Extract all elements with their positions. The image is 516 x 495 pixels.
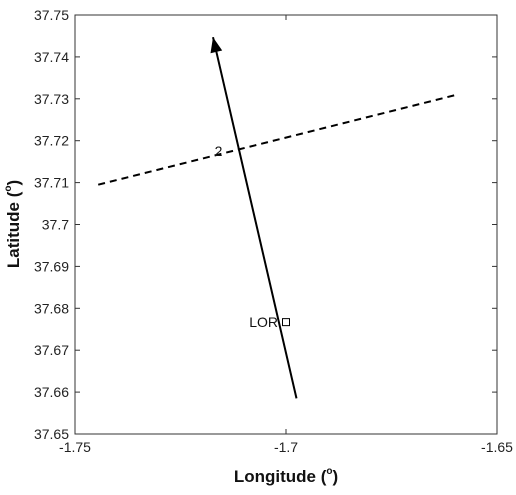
y-tick-label: 37.68: [34, 300, 69, 316]
marker-layer: LOR 2: [215, 143, 290, 330]
ticks-layer: -1.75 -1.7 -1.65 37.65 37.66 37.67 37.68 37.69 3…: [34, 7, 513, 455]
dashed-track-line: [97, 93, 458, 186]
y-tick-label: 37.67: [34, 342, 69, 358]
intersection-annotation: 2: [215, 143, 223, 159]
x-axis-degree-symbol: o: [326, 466, 332, 477]
y-tick-label: 37.75: [34, 7, 69, 23]
y-tick-label: 37.69: [34, 258, 69, 274]
y-tick-label: 37.71: [34, 175, 69, 191]
x-tick-label: -1.75: [59, 439, 91, 455]
station-marker: [282, 318, 290, 327]
y-axis-label: Latitude (o): [3, 180, 23, 268]
x-tick-label: -1.7: [274, 439, 298, 455]
y-tick-label: 37.72: [34, 133, 69, 149]
y-tick-label: 37.65: [34, 426, 69, 442]
track-arrowhead: [210, 37, 223, 54]
y-axis-degree-symbol: o: [3, 186, 14, 192]
y-tick-label: 37.7: [42, 217, 69, 233]
y-tick-label: 37.66: [34, 384, 69, 400]
y-tick-label: 37.74: [34, 49, 69, 65]
x-axis-label: Longitude (o): [234, 466, 338, 486]
y-tick-label: 37.73: [34, 91, 69, 107]
plot-frame: [74, 14, 498, 435]
solid-track-line: [212, 36, 298, 399]
x-tick-label: -1.65: [481, 439, 513, 455]
series-layer: [97, 36, 458, 399]
station-label: LOR: [249, 314, 278, 330]
